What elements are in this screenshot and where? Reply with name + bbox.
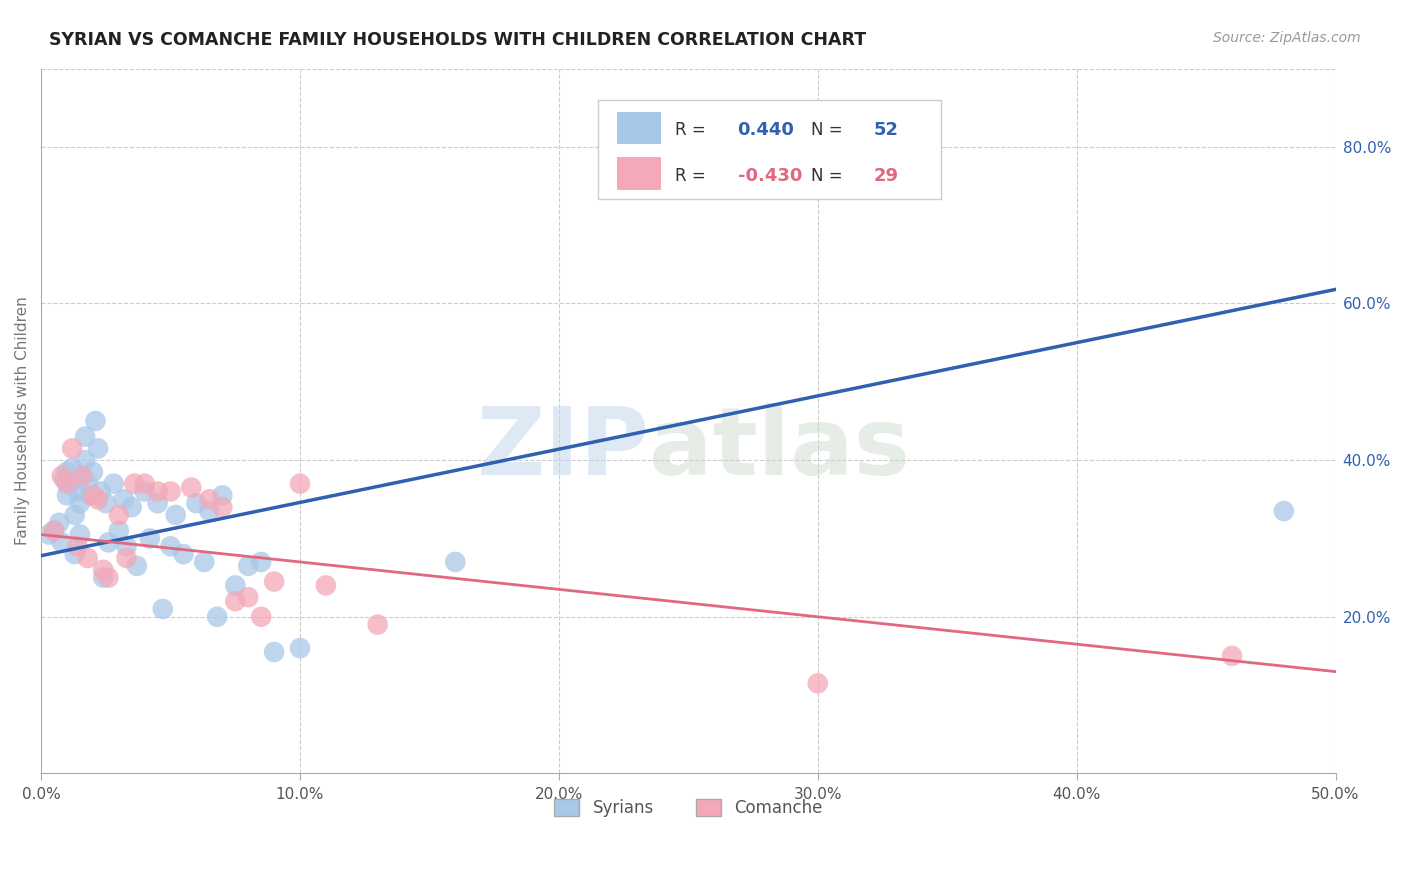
Point [90,484,112,499]
Point [250,609,273,624]
Point [367,617,389,632]
Text: N =: N = [811,120,848,139]
Point [224,594,246,608]
Text: ZIP: ZIP [477,403,650,495]
Point [76,551,98,566]
Point [807,676,830,690]
Point [115,539,138,553]
Point [76,476,98,491]
Point [159,484,181,499]
Point [180,481,202,495]
Point [288,476,311,491]
FancyBboxPatch shape [617,157,661,190]
Point [63,508,86,522]
Point [69,527,91,541]
Point [58,476,80,491]
Text: Source: ZipAtlas.com: Source: ZipAtlas.com [1213,31,1361,45]
Text: N =: N = [811,167,848,185]
Point [56,476,79,491]
Point [72,468,94,483]
Point [238,591,260,605]
Point [315,578,337,592]
Point [66,539,89,553]
Point [198,504,221,518]
Point [42,524,65,538]
Point [82,488,104,502]
Point [139,532,162,546]
Point [134,476,156,491]
Point [211,500,233,515]
Point [146,484,169,499]
Point [146,496,169,510]
Text: atlas: atlas [650,403,911,495]
Point [63,547,86,561]
Point [159,539,181,553]
Point [444,555,467,569]
Point [112,492,135,507]
Point [38,527,60,541]
Text: -0.430: -0.430 [738,167,801,185]
Point [250,555,273,569]
Text: 0.440: 0.440 [738,120,794,139]
Point [115,551,138,566]
Point [75,453,97,467]
Text: 29: 29 [873,167,898,185]
Point [263,574,285,589]
Point [91,563,114,577]
Point [238,558,260,573]
Point [72,468,94,483]
Point [107,508,129,522]
Point [125,558,148,573]
Point [60,442,83,456]
Point [198,492,221,507]
Point [224,578,246,592]
Point [60,461,83,475]
Point [121,500,143,515]
Point [82,465,104,479]
Point [173,547,195,561]
Point [1272,504,1295,518]
Point [211,488,233,502]
Point [53,473,76,487]
Point [124,476,146,491]
FancyBboxPatch shape [598,100,941,199]
Point [288,641,311,656]
Legend: Syrians, Comanche: Syrians, Comanche [546,790,831,825]
Point [165,508,187,522]
Point [56,488,79,502]
Point [186,496,208,510]
Point [205,609,228,624]
Point [75,430,97,444]
Point [51,468,73,483]
Point [107,524,129,538]
Point [42,524,65,538]
Point [193,555,215,569]
Point [56,465,79,479]
Point [87,442,110,456]
FancyBboxPatch shape [617,112,661,144]
Point [69,496,91,510]
Text: R =: R = [675,167,711,185]
Point [84,414,107,428]
Point [263,645,285,659]
Point [152,602,174,616]
Point [793,155,815,169]
Point [134,484,156,499]
Point [87,492,110,507]
Y-axis label: Family Households with Children: Family Households with Children [15,297,30,545]
Text: SYRIAN VS COMANCHE FAMILY HOUSEHOLDS WITH CHILDREN CORRELATION CHART: SYRIAN VS COMANCHE FAMILY HOUSEHOLDS WIT… [49,31,866,49]
Text: R =: R = [675,120,711,139]
Point [1220,648,1243,663]
Point [66,484,89,499]
Point [94,496,117,510]
Point [97,571,120,585]
Point [91,571,114,585]
Point [48,516,70,530]
Text: 52: 52 [873,120,898,139]
Point [51,535,73,549]
Point [79,488,101,502]
Point [103,476,125,491]
Point [97,535,120,549]
